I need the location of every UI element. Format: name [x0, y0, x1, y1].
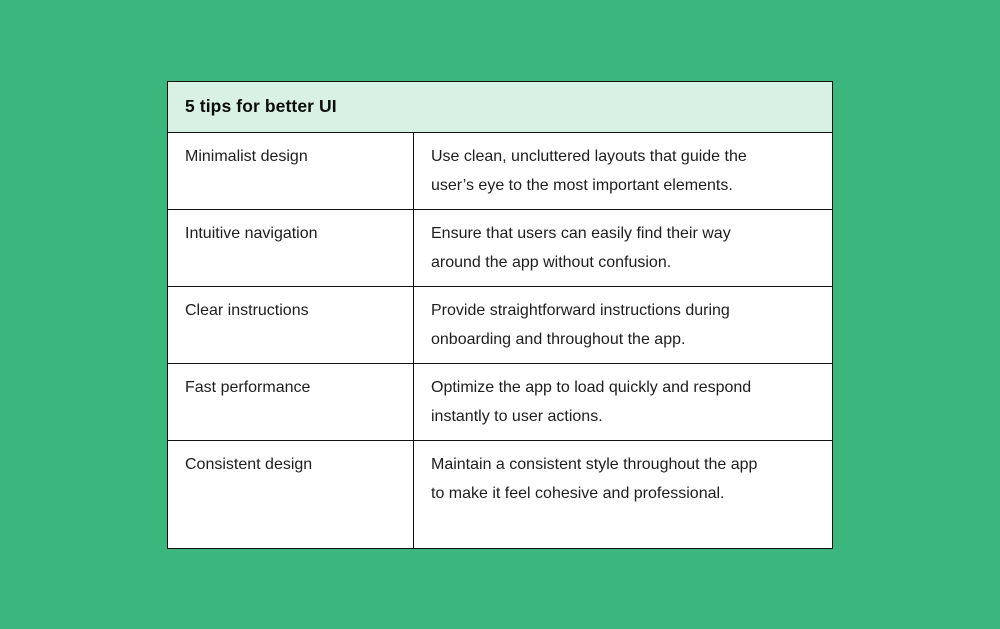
table-header-row: 5 tips for better UI: [167, 80, 833, 133]
tip-term: Minimalist design: [167, 131, 414, 210]
tip-description: Provide straightforward instructions dur…: [431, 301, 730, 348]
tips-table: 5 tips for better UI Minimalist design U…: [167, 80, 833, 549]
table-row: Consistent design Maintain a consistent …: [167, 439, 833, 549]
tip-term: Intuitive navigation: [167, 208, 414, 287]
tip-description-cell: Ensure that users can easily find their …: [413, 208, 833, 287]
table-title: 5 tips for better UI: [167, 80, 833, 133]
tip-description-cell: Maintain a consistent style throughout t…: [413, 439, 833, 549]
table-row: Fast performance Optimize the app to loa…: [167, 362, 833, 441]
tip-description: Use clean, uncluttered layouts that guid…: [431, 147, 747, 194]
tip-description: Ensure that users can easily find their …: [431, 224, 731, 271]
tip-description-cell: Use clean, uncluttered layouts that guid…: [413, 131, 833, 210]
tip-description-cell: Provide straightforward instructions dur…: [413, 285, 833, 364]
tip-term: Consistent design: [167, 439, 414, 549]
tip-description: Optimize the app to load quickly and res…: [431, 378, 752, 425]
table-row: Intuitive navigation Ensure that users c…: [167, 208, 833, 287]
table-row: Clear instructions Provide straightforwa…: [167, 285, 833, 364]
tip-description-cell: Optimize the app to load quickly and res…: [413, 362, 833, 441]
tip-description: Maintain a consistent style throughout t…: [431, 455, 758, 502]
table-row: Minimalist design Use clean, uncluttered…: [167, 131, 833, 210]
tip-term: Fast performance: [167, 362, 414, 441]
tip-term: Clear instructions: [167, 285, 414, 364]
